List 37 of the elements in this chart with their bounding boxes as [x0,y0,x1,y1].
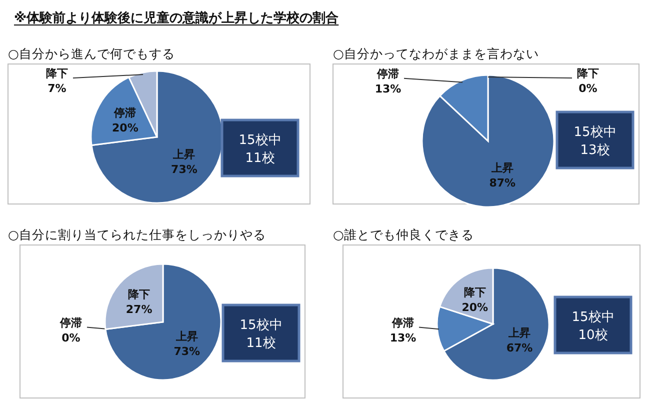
chart-title: ○自分に割り当てられた仕事をしっかりやる [8,227,266,242]
category-label: 降下 [577,67,599,80]
slice-label: 降下 [464,286,486,300]
data-label: 7% [48,82,66,95]
data-label: 20% [112,122,138,135]
slice-label: 停滞 [391,316,414,330]
slice-label: 停滞 [113,106,136,120]
chart-title: ○自分かってなわがままを言わない [333,46,539,61]
data-label: 13% [374,82,402,96]
text: 10校 [578,328,608,343]
text: 13校 [580,143,610,158]
text: 11校 [245,151,275,166]
slice-label: 降下 [46,67,68,80]
slice-label: 上昇 [172,148,196,162]
slice-label: 上昇 [174,330,198,344]
text: 15校中 [574,125,616,140]
legend-label: 停滞 [59,316,82,330]
slice-label: 降下 [128,288,150,301]
text: 15校中 [240,318,282,333]
data-label: 67% [506,342,533,355]
data-label: 13% [390,331,416,344]
text: 11校 [246,336,276,351]
data-label: 27% [126,302,152,316]
chart-title: ○誰とでも仲良くできる [333,227,474,242]
slice-label: 上昇 [508,326,531,340]
text: 0% [62,331,80,344]
text: 0% [578,82,598,95]
text: 15校中 [238,133,282,148]
data-label: 87% [489,176,516,190]
slice-label: 停滞 [376,67,399,80]
slice-label: 上昇 [490,161,514,174]
text: 15校中 [572,310,614,325]
chart-title: ※体験前より体験後に児童の意識が上昇した学校の割合 [14,10,339,26]
data-label: 73% [171,163,198,176]
data-label: 73% [174,345,200,358]
chart-subtitle: ○自分から進んで何でもする [8,46,175,61]
data-label: 20% [462,301,488,314]
